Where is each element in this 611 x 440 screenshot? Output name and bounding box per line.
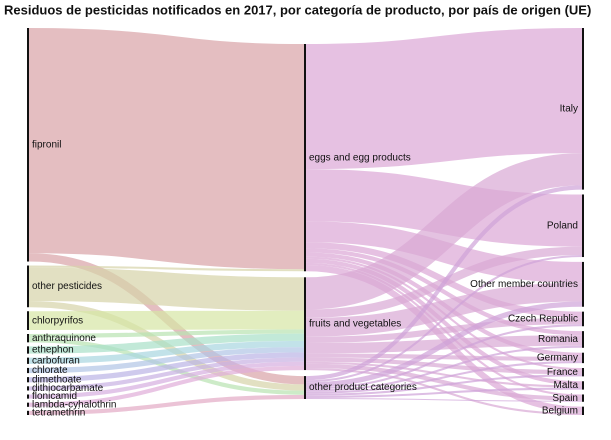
link <box>305 324 583 390</box>
nodes: fipronil other pesticides chlorpyrifos anth… <box>27 28 584 419</box>
node-label: Belgium <box>542 405 578 416</box>
node <box>582 311 584 327</box>
link <box>305 28 583 170</box>
node-label: ethephon <box>32 345 74 356</box>
node-label: chlorate <box>32 365 68 376</box>
node <box>27 394 29 399</box>
node-label: fipronil <box>32 139 61 150</box>
node <box>582 194 584 258</box>
node-label: fruits and vegetables <box>309 318 401 329</box>
link <box>28 310 305 330</box>
node <box>27 265 29 308</box>
link <box>28 267 305 311</box>
node-label: France <box>547 367 579 378</box>
node-label: lambda-cyhalothrin <box>32 399 117 410</box>
node-label: Poland <box>547 220 578 231</box>
node <box>27 377 29 383</box>
node <box>27 346 29 354</box>
node-label: Malta <box>554 380 579 391</box>
link <box>305 374 583 396</box>
node <box>27 311 29 330</box>
link <box>28 329 305 339</box>
link <box>28 361 305 399</box>
node <box>27 367 29 374</box>
node <box>27 28 29 262</box>
link <box>28 333 305 354</box>
node <box>582 406 584 415</box>
node-label: eggs and egg products <box>309 152 411 163</box>
links <box>28 28 583 416</box>
link <box>305 387 583 398</box>
node <box>582 261 584 307</box>
link <box>28 365 305 407</box>
link <box>305 301 583 388</box>
node-label: Other member countries <box>470 279 578 290</box>
node <box>304 277 306 371</box>
node <box>582 381 584 390</box>
link <box>305 345 583 392</box>
link <box>305 169 583 247</box>
link <box>28 347 305 374</box>
node-label: Italy <box>560 103 578 114</box>
chart-title: Residuos de pesticidas notificados en 20… <box>4 2 591 17</box>
node-label: flonicamid <box>32 391 77 402</box>
node-label: other pesticides <box>32 281 102 292</box>
link <box>305 361 583 394</box>
node-label: dithiocarbamate <box>32 383 104 394</box>
node-label: anthraquinone <box>32 333 96 344</box>
link <box>28 394 305 416</box>
link <box>305 357 583 375</box>
node <box>27 410 29 415</box>
node-label: Czech Republic <box>508 314 578 325</box>
link <box>305 317 583 343</box>
node-label: Germany <box>537 353 578 364</box>
node <box>27 386 29 391</box>
node-label: other product categories <box>309 382 417 393</box>
node-label: tetramethrin <box>32 408 85 419</box>
node-label: carbofuran <box>32 355 80 366</box>
node <box>27 402 29 407</box>
node <box>582 28 584 190</box>
node <box>27 334 29 343</box>
link <box>305 361 583 388</box>
link <box>28 352 305 383</box>
node <box>582 331 584 348</box>
link <box>28 28 305 270</box>
node <box>304 376 306 399</box>
link <box>305 254 583 383</box>
node-label: chlorpyrifos <box>32 315 83 326</box>
node <box>304 44 306 272</box>
link <box>28 357 305 391</box>
node-label: Spain <box>552 393 578 404</box>
link <box>305 282 583 337</box>
link <box>305 153 583 310</box>
node <box>582 368 584 377</box>
node <box>27 357 29 364</box>
link <box>28 340 305 364</box>
node <box>582 352 584 364</box>
link <box>305 397 583 402</box>
node-label: Romania <box>538 334 578 345</box>
node-label: dimethoate <box>32 374 82 385</box>
link <box>28 265 305 272</box>
node <box>582 394 584 402</box>
link <box>305 185 583 381</box>
